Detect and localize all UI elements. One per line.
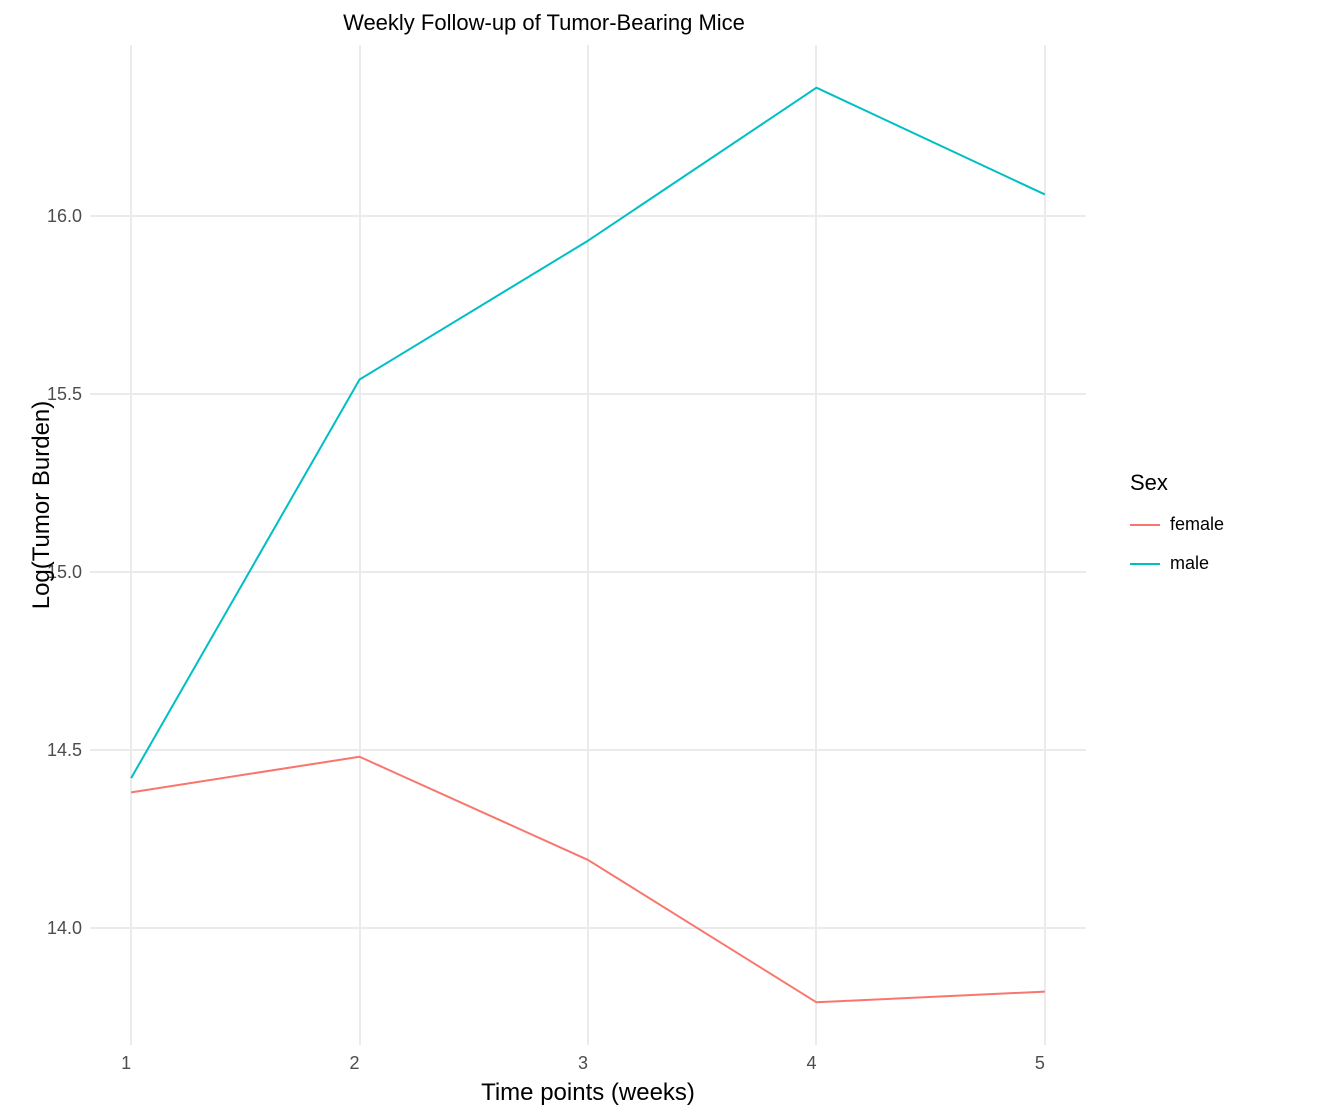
legend-key xyxy=(1130,554,1160,574)
x-tick-label: 4 xyxy=(806,1053,816,1074)
x-tick-label: 2 xyxy=(350,1053,360,1074)
x-tick-label: 3 xyxy=(578,1053,588,1074)
x-tick-label: 5 xyxy=(1035,1053,1045,1074)
y-tick-label: 16.0 xyxy=(47,206,82,227)
x-tick-label: 1 xyxy=(121,1053,131,1074)
y-axis-title: Log(Tumor Burden) xyxy=(28,355,56,655)
y-tick-label: 14.0 xyxy=(47,918,82,939)
series-lines xyxy=(90,45,1086,1045)
plot-panel xyxy=(90,45,1086,1045)
legend-line-icon xyxy=(1130,524,1160,526)
legend: Sex female male xyxy=(1130,470,1224,592)
legend-label: male xyxy=(1170,553,1209,574)
legend-item-female: female xyxy=(1130,514,1224,535)
chart-title: Weekly Follow-up of Tumor-Bearing Mice xyxy=(0,10,1088,36)
legend-title: Sex xyxy=(1130,470,1224,496)
series-line-female xyxy=(131,757,1045,1003)
legend-items: female male xyxy=(1130,514,1224,574)
x-axis-title: Time points (weeks) xyxy=(90,1079,1086,1107)
legend-line-icon xyxy=(1130,563,1160,565)
legend-label: female xyxy=(1170,514,1224,535)
chart-container: Weekly Follow-up of Tumor-Bearing Mice 1… xyxy=(0,0,1326,1112)
series-line-male xyxy=(131,88,1045,778)
legend-key xyxy=(1130,515,1160,535)
y-tick-label: 14.5 xyxy=(47,740,82,761)
legend-item-male: male xyxy=(1130,553,1224,574)
